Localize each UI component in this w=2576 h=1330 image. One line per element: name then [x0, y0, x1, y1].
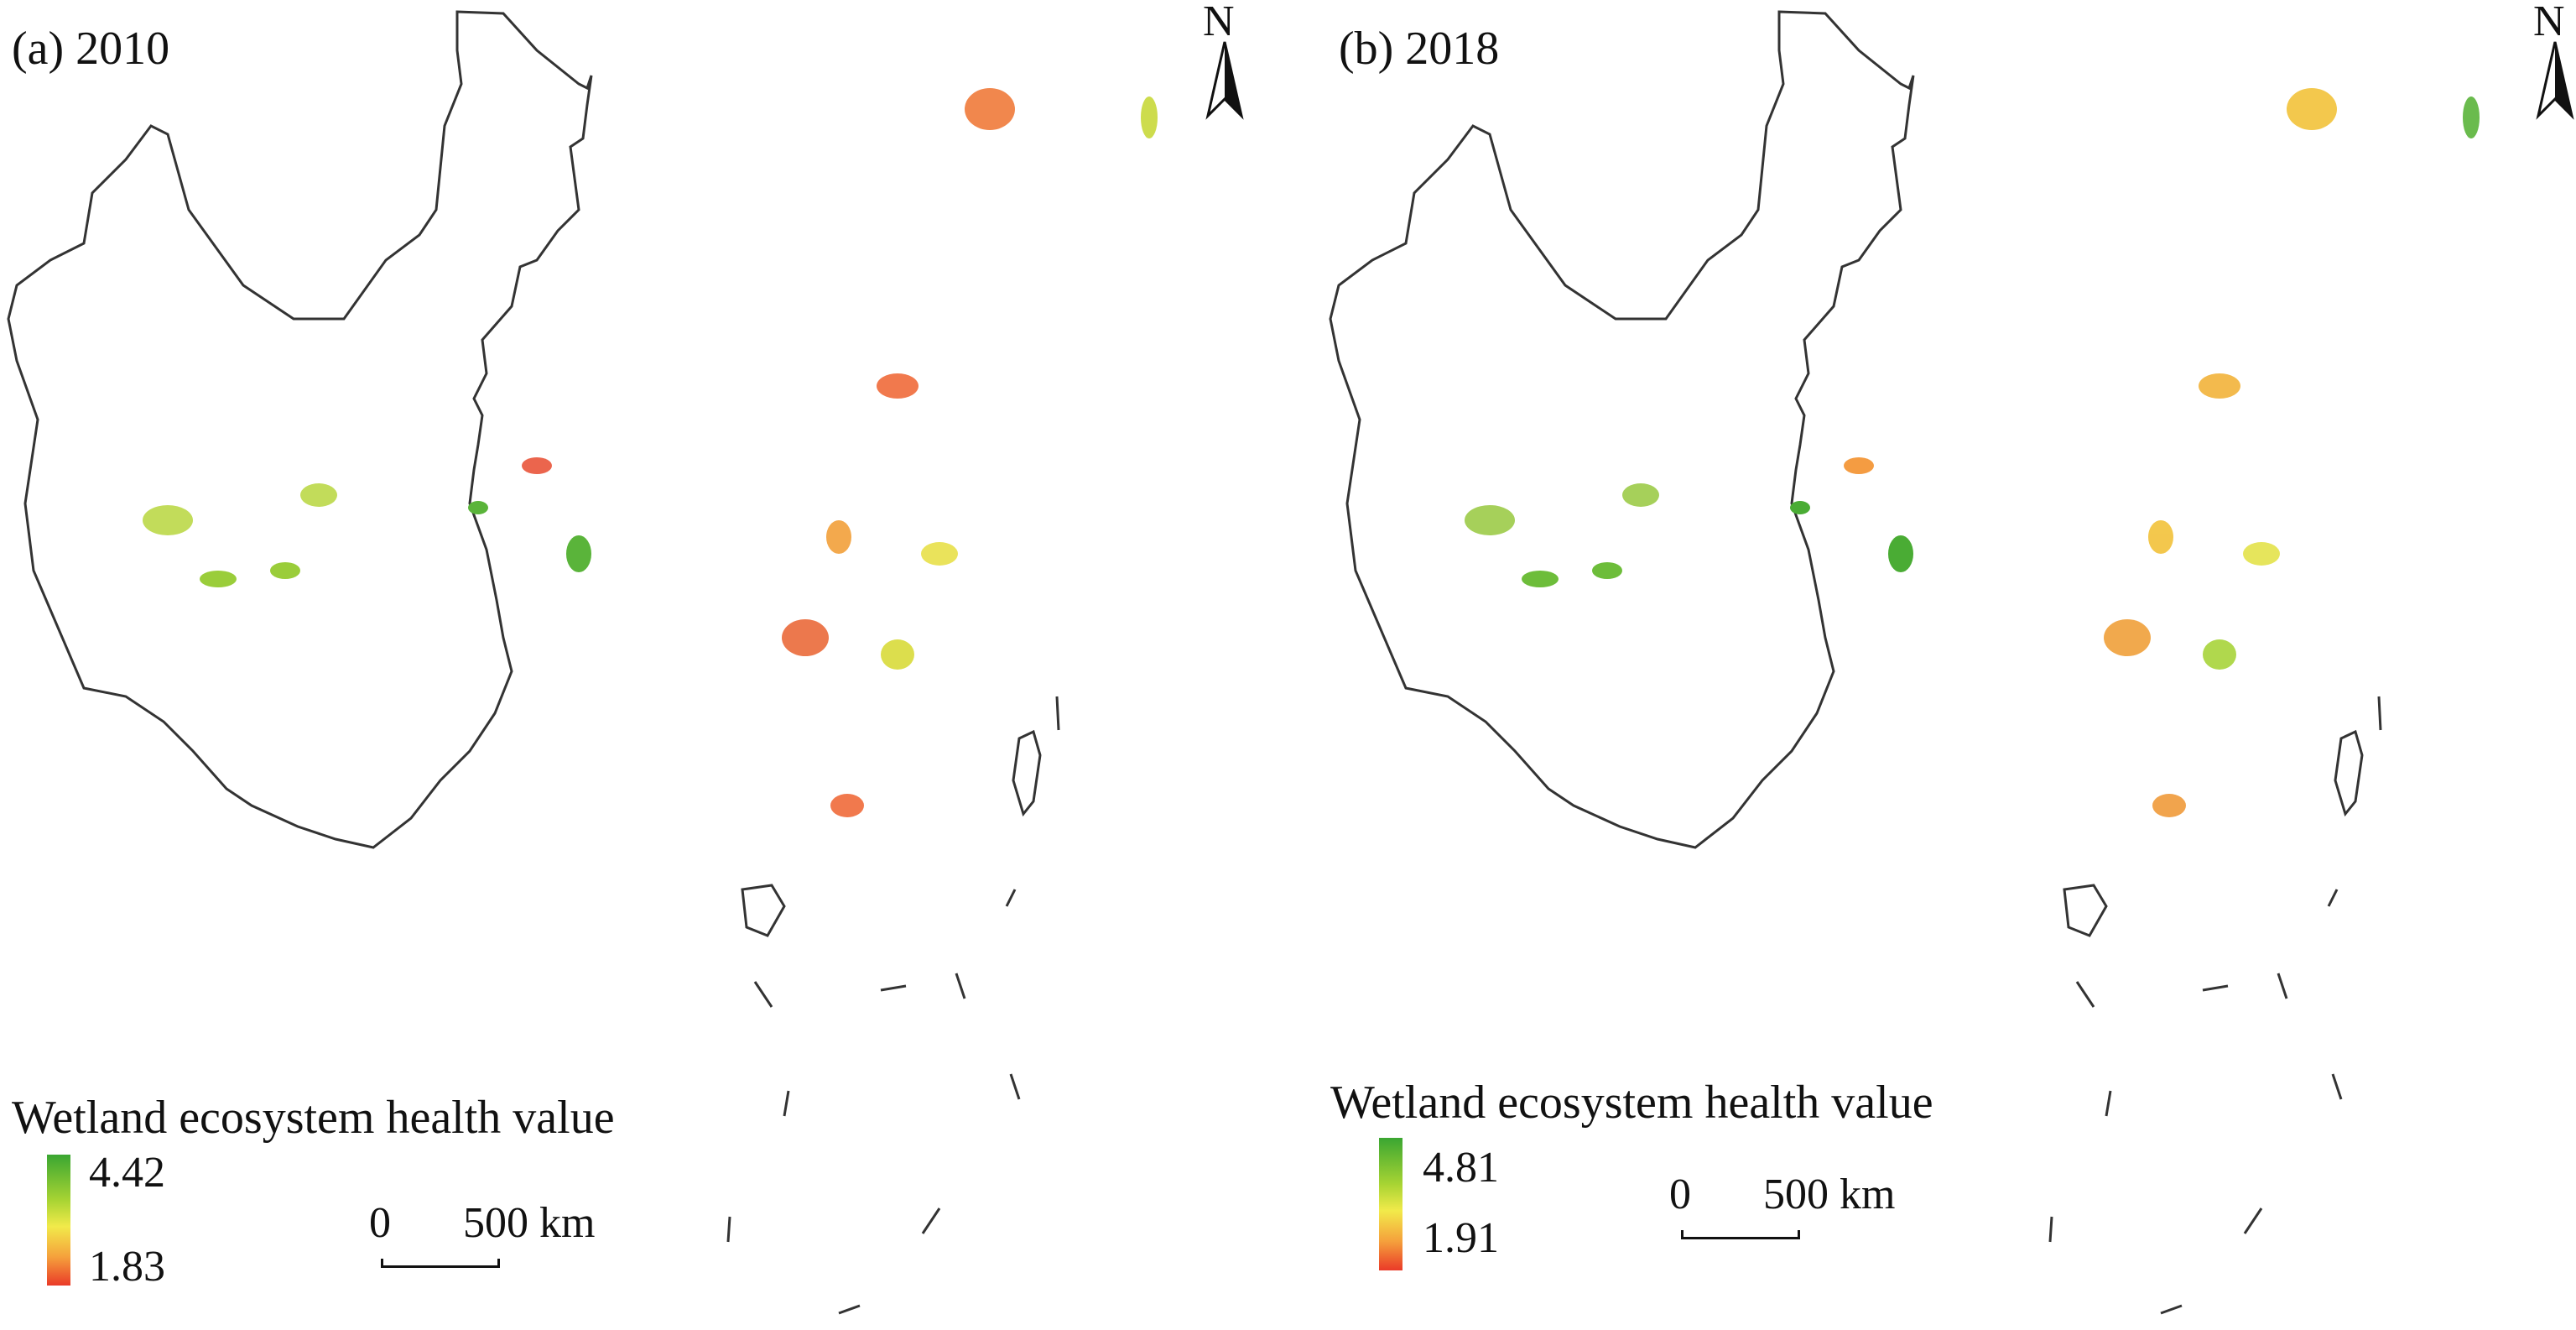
legend-min-value: 1.83: [89, 1243, 165, 1291]
national-boundary: [7, 10, 593, 849]
scale-distance: 500 km: [1763, 1171, 1896, 1218]
legend-title: Wetland ecosystem health value: [1330, 1077, 1933, 1129]
hainan-outline: [2063, 884, 2108, 937]
color-ramp: [47, 1155, 70, 1286]
scale-line: [381, 1259, 500, 1268]
north-arrow: N: [2521, 0, 2576, 126]
scale-bar: 0 500 km: [1669, 1173, 1938, 1240]
north-arrow: N: [1191, 0, 1258, 126]
north-label: N: [1203, 0, 1235, 45]
scale-line: [1681, 1230, 1800, 1239]
legend-min-value: 1.91: [1423, 1214, 1499, 1262]
panel-title: (b) 2018: [1339, 23, 1500, 75]
north-arrow-icon: [1205, 41, 1244, 120]
color-ramp: [1379, 1138, 1402, 1270]
china-map-2010: [7, 10, 1158, 1315]
scale-bar: 0 500 km: [369, 1202, 637, 1269]
taiwan-outline: [2334, 729, 2364, 817]
south-china-sea-dashes: [726, 696, 1060, 1315]
north-arrow-icon: [2536, 41, 2574, 120]
panel-title: (a) 2010: [12, 23, 170, 75]
map-panel-2010: (a) 2010 N Wetland ecosystem health valu…: [7, 0, 1258, 1315]
scale-start: 0: [369, 1199, 391, 1247]
south-china-sea-dashes: [2048, 696, 2382, 1315]
taiwan-outline: [1012, 729, 1042, 817]
legend-max-value: 4.42: [89, 1149, 165, 1197]
wetland-patches: [522, 88, 1158, 817]
map-panel-2018: (b) 2018 N Wetland ecosystem health valu…: [1288, 0, 2576, 1330]
china-map-2018: [1329, 10, 2480, 1315]
north-label: N: [2533, 0, 2565, 45]
legend-max-value: 4.81: [1423, 1144, 1499, 1192]
hainan-outline: [741, 884, 786, 937]
high-health-patches: [143, 483, 591, 587]
high-health-patches: [1465, 483, 1913, 587]
scale-start: 0: [1669, 1171, 1691, 1218]
legend-title: Wetland ecosystem health value: [12, 1092, 615, 1144]
wetland-patches: [1844, 88, 2480, 817]
national-boundary: [1329, 10, 1915, 849]
scale-distance: 500 km: [463, 1199, 596, 1247]
